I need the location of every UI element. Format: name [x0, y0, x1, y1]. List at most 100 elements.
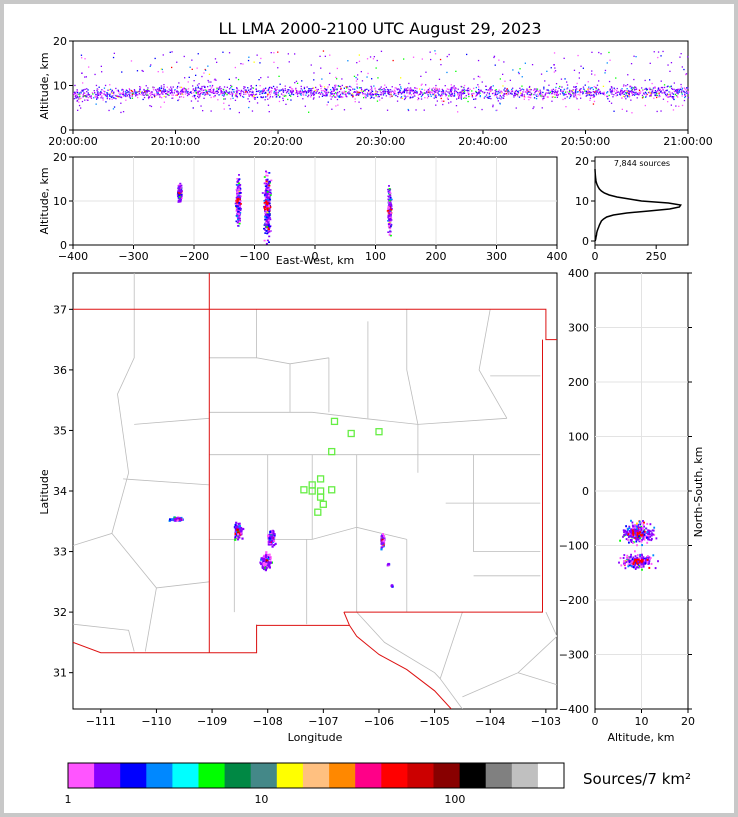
source-point [389, 227, 392, 230]
source-point [100, 91, 102, 93]
source-point [190, 92, 193, 94]
source-point [206, 93, 208, 96]
source-point [381, 533, 384, 536]
source-point [284, 89, 287, 92]
source-point [661, 86, 664, 89]
source-point [284, 94, 286, 96]
colorbar-frame [67, 762, 565, 789]
source-point [498, 89, 500, 91]
source-point [408, 93, 410, 95]
source-point [226, 91, 228, 93]
source-point [267, 193, 270, 196]
source-point [623, 531, 625, 534]
source-point [603, 91, 605, 93]
source-point [576, 82, 578, 85]
source-point [420, 75, 422, 77]
source-point [451, 87, 453, 89]
source-point [431, 88, 433, 90]
source-point [338, 91, 341, 93]
source-point [477, 92, 479, 94]
source-point [463, 92, 466, 94]
source-point [135, 95, 137, 97]
source-point [265, 202, 268, 204]
source-point [118, 90, 120, 93]
source-point [395, 93, 397, 95]
source-point [263, 176, 266, 178]
source-point [677, 89, 679, 91]
source-point [608, 94, 610, 97]
source-point [533, 97, 536, 99]
source-point [176, 94, 178, 96]
source-point [627, 95, 629, 97]
source-point [197, 90, 199, 93]
source-point [231, 93, 234, 96]
source-point [187, 90, 189, 93]
source-point [606, 95, 608, 97]
source-point [201, 91, 203, 94]
source-point [289, 86, 291, 88]
source-point [213, 90, 215, 92]
source-point [382, 538, 385, 541]
source-point [631, 532, 633, 535]
source-point [515, 107, 517, 109]
source-point [238, 178, 241, 180]
source-point [306, 86, 308, 88]
source-point [404, 89, 406, 92]
source-point [212, 90, 214, 93]
source-point [582, 86, 585, 88]
source-point [442, 90, 444, 92]
source-point [498, 97, 500, 99]
source-point [400, 77, 402, 79]
source-point [314, 89, 316, 92]
source-point [448, 53, 450, 56]
source-point [264, 196, 267, 199]
source-point [203, 85, 205, 87]
source-point [251, 95, 254, 98]
source-point [455, 87, 457, 89]
source-point [324, 88, 326, 90]
source-point [687, 97, 689, 99]
source-point [319, 55, 321, 57]
source-point [171, 88, 173, 90]
source-point [683, 99, 686, 102]
source-point [256, 96, 259, 98]
source-point [341, 91, 343, 93]
source-point [433, 97, 435, 99]
source-point [196, 84, 199, 86]
source-point [643, 559, 646, 562]
source-point [235, 95, 237, 97]
source-point [475, 94, 478, 97]
source-point [593, 93, 595, 96]
source-point [642, 532, 645, 535]
source-point [244, 89, 246, 91]
source-point [270, 86, 273, 89]
source-point [389, 217, 392, 220]
source-point [266, 197, 269, 199]
source-point [387, 208, 390, 210]
source-point [177, 85, 179, 88]
source-point [678, 89, 681, 91]
source-point [236, 208, 239, 210]
source-point [94, 73, 96, 76]
source-point [380, 548, 383, 551]
source-point [302, 98, 304, 100]
source-point [268, 88, 270, 90]
source-point [638, 539, 641, 542]
source-point [276, 94, 278, 96]
source-point [474, 106, 476, 109]
source-point [349, 85, 351, 88]
source-point [139, 86, 141, 88]
source-point [589, 88, 591, 90]
source-point [543, 86, 545, 88]
source-point [301, 89, 303, 91]
source-point [681, 66, 683, 68]
source-point [434, 50, 436, 52]
source-point [196, 67, 198, 69]
source-point [370, 91, 372, 93]
source-point [619, 539, 621, 542]
source-point [496, 109, 498, 111]
source-point [687, 56, 689, 58]
source-point [649, 557, 652, 559]
source-point [636, 534, 639, 537]
source-point [103, 90, 105, 92]
